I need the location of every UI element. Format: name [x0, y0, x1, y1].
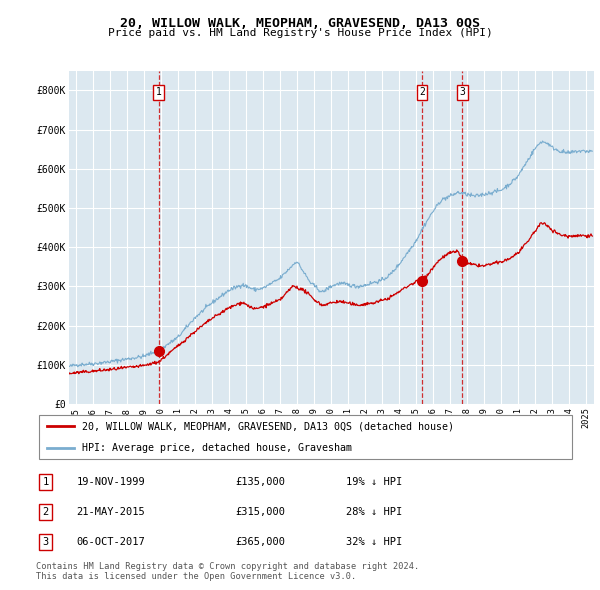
Text: 1: 1	[43, 477, 49, 487]
Text: 1: 1	[156, 87, 161, 97]
Text: 3: 3	[460, 87, 466, 97]
Text: 28% ↓ HPI: 28% ↓ HPI	[347, 507, 403, 517]
Text: 2: 2	[419, 87, 425, 97]
Text: HPI: Average price, detached house, Gravesham: HPI: Average price, detached house, Grav…	[82, 443, 352, 453]
Text: 20, WILLOW WALK, MEOPHAM, GRAVESEND, DA13 0QS: 20, WILLOW WALK, MEOPHAM, GRAVESEND, DA1…	[120, 17, 480, 30]
Text: 2: 2	[43, 507, 49, 517]
Text: 21-MAY-2015: 21-MAY-2015	[77, 507, 145, 517]
Text: Contains HM Land Registry data © Crown copyright and database right 2024.: Contains HM Land Registry data © Crown c…	[36, 562, 419, 571]
FancyBboxPatch shape	[39, 415, 572, 460]
Text: This data is licensed under the Open Government Licence v3.0.: This data is licensed under the Open Gov…	[36, 572, 356, 581]
Text: 19% ↓ HPI: 19% ↓ HPI	[347, 477, 403, 487]
Text: 3: 3	[43, 537, 49, 547]
Text: 06-OCT-2017: 06-OCT-2017	[77, 537, 145, 547]
Text: £315,000: £315,000	[236, 507, 286, 517]
Text: £365,000: £365,000	[236, 537, 286, 547]
Text: 20, WILLOW WALK, MEOPHAM, GRAVESEND, DA13 0QS (detached house): 20, WILLOW WALK, MEOPHAM, GRAVESEND, DA1…	[82, 421, 454, 431]
Text: Price paid vs. HM Land Registry's House Price Index (HPI): Price paid vs. HM Land Registry's House …	[107, 28, 493, 38]
Text: 19-NOV-1999: 19-NOV-1999	[77, 477, 145, 487]
Text: 32% ↓ HPI: 32% ↓ HPI	[347, 537, 403, 547]
Text: £135,000: £135,000	[236, 477, 286, 487]
